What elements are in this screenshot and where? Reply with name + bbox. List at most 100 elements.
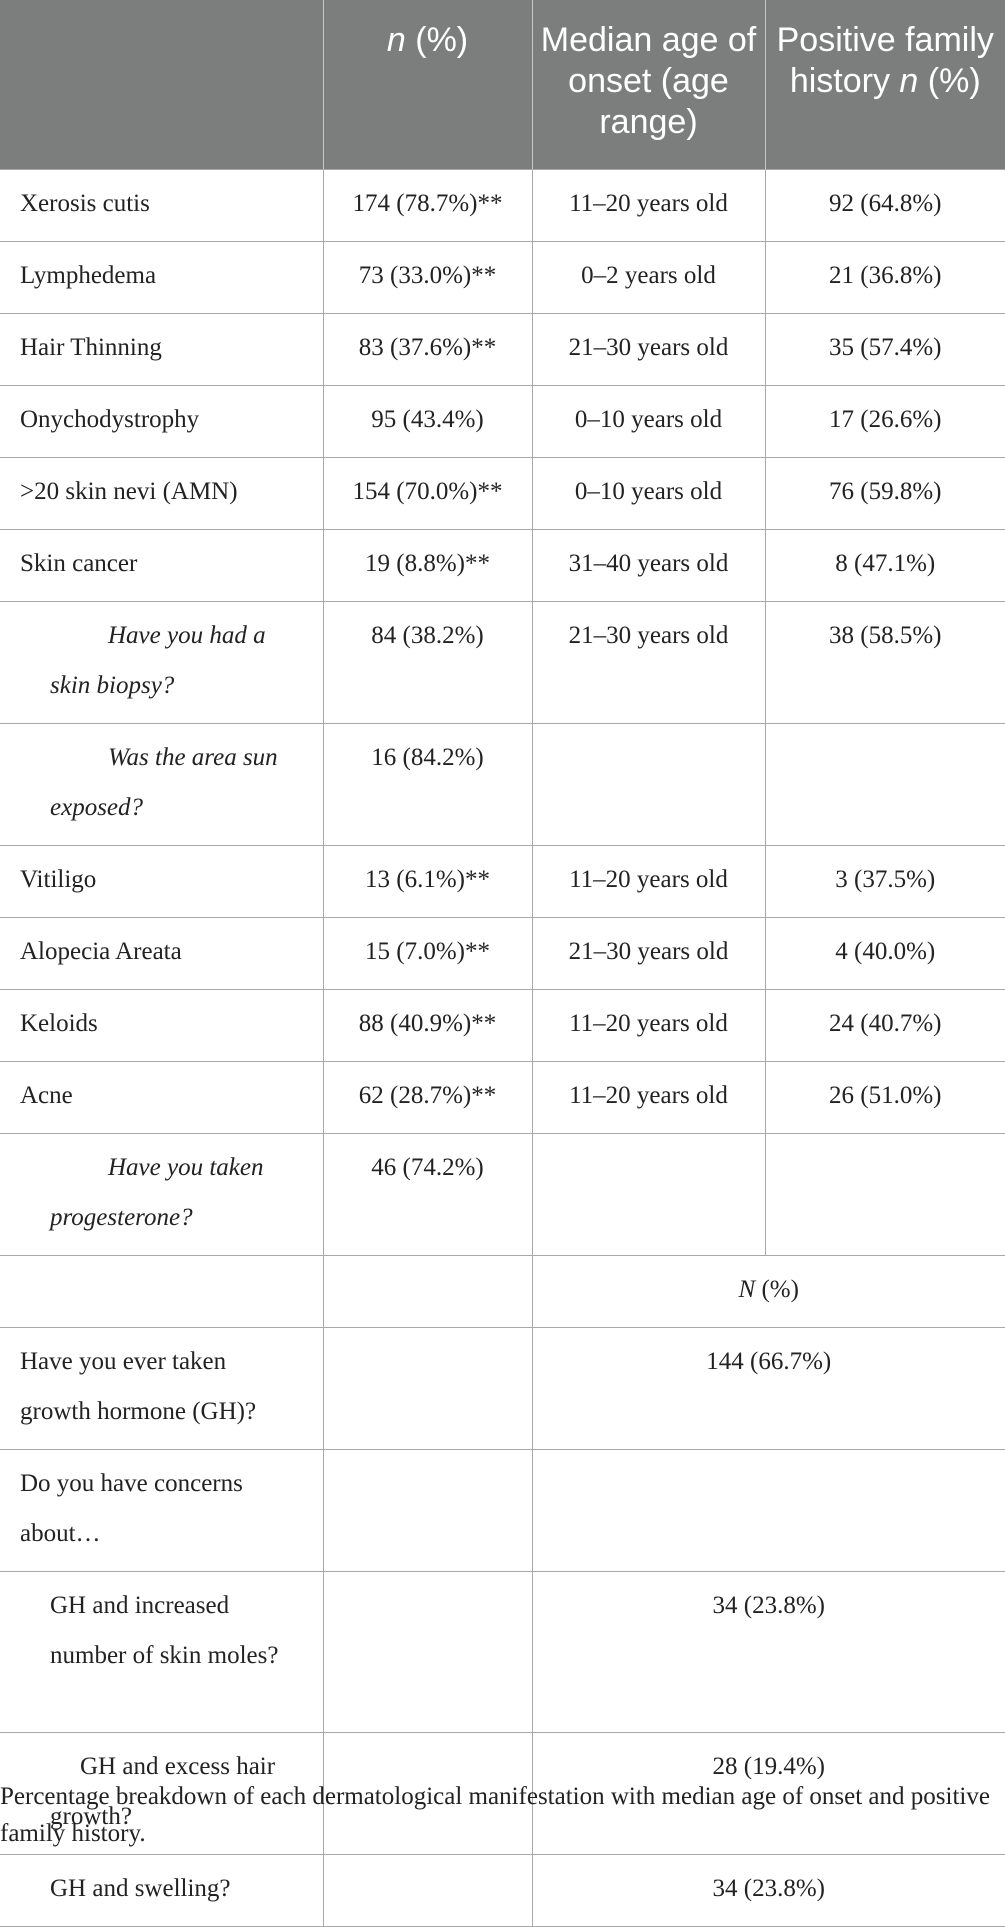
gh-row-label: Have you ever taken growth hormone (GH)?	[0, 1326, 324, 1450]
gh-row: Have you ever taken growth hormone (GH)?…	[0, 1326, 1005, 1450]
row-onset: 31–40 years old	[531, 528, 766, 602]
row-family: 24 (40.7%)	[764, 988, 1005, 1062]
row-family: 35 (57.4%)	[764, 312, 1005, 386]
gh-row: GH and excess hair growth? 28 (19.4%)	[0, 1731, 1005, 1855]
row-n-pct: 95 (43.4%)	[322, 384, 533, 458]
header-row: n (%) Median age of onset (age range) Po…	[0, 0, 1005, 169]
gh-row-blank	[322, 1570, 533, 1733]
row-family: 92 (64.8%)	[764, 168, 1005, 242]
row-onset: 21–30 years old	[531, 916, 766, 990]
table-row: Lymphedema 73 (33.0%)** 0–2 years old 21…	[0, 240, 1005, 314]
subheader-blank-2	[322, 1254, 533, 1328]
row-n-pct: 88 (40.9%)**	[322, 988, 533, 1062]
gh-row-label: Do you have concerns about…	[0, 1448, 324, 1572]
row-label-question: Was the area sun exposed?	[0, 722, 324, 846]
gh-row-label: GH and swelling?	[0, 1853, 324, 1927]
row-onset	[531, 722, 766, 846]
row-family: 17 (26.6%)	[764, 384, 1005, 458]
table-row: Xerosis cutis 174 (78.7%)** 11–20 years …	[0, 168, 1005, 242]
row-onset: 11–20 years old	[531, 844, 766, 918]
gh-row: Do you have concerns about…	[0, 1448, 1005, 1572]
row-label: Acne	[0, 1060, 324, 1134]
gh-row-value	[531, 1448, 1005, 1572]
row-n-pct: 62 (28.7%)**	[322, 1060, 533, 1134]
row-onset: 21–30 years old	[531, 600, 766, 724]
row-onset: 11–20 years old	[531, 988, 766, 1062]
row-label: Skin cancer	[0, 528, 324, 602]
row-n-pct: 19 (8.8%)**	[322, 528, 533, 602]
header-blank	[0, 0, 323, 169]
row-onset: 0–10 years old	[531, 456, 766, 530]
row-label-question: Have you had a skin biopsy?	[0, 600, 324, 724]
gh-row: GH and swelling? 34 (23.8%)	[0, 1853, 1005, 1927]
table-row: Alopecia Areata 15 (7.0%)** 21–30 years …	[0, 916, 1005, 990]
table-row: Vitiligo 13 (6.1%)** 11–20 years old 3 (…	[0, 844, 1005, 918]
gh-row-value: 34 (23.8%)	[531, 1853, 1005, 1927]
row-family	[764, 1132, 1005, 1256]
row-family: 21 (36.8%)	[764, 240, 1005, 314]
row-family: 3 (37.5%)	[764, 844, 1005, 918]
subheader-n-suffix: (%)	[755, 1275, 799, 1303]
gh-row-value: 28 (19.4%)	[531, 1731, 1005, 1855]
header-family-text: Positive family history	[776, 21, 994, 100]
subheader-n-pct: N (%)	[531, 1254, 1005, 1328]
header-n-pct: n (%)	[322, 0, 532, 169]
row-onset: 11–20 years old	[531, 168, 766, 242]
row-n-pct: 174 (78.7%)**	[322, 168, 533, 242]
row-n-pct: 84 (38.2%)	[322, 600, 533, 724]
row-n-pct: 15 (7.0%)**	[322, 916, 533, 990]
gh-row-value: 34 (23.8%)	[531, 1570, 1005, 1733]
table-row: Onychodystrophy 95 (43.4%) 0–10 years ol…	[0, 384, 1005, 458]
row-family: 76 (59.8%)	[764, 456, 1005, 530]
header-family-suffix: (%)	[918, 62, 981, 100]
row-onset: 21–30 years old	[531, 312, 766, 386]
header-family-history: Positive family history n (%)	[764, 0, 1005, 169]
table-row: Have you taken progesterone? 46 (74.2%)	[0, 1132, 1005, 1256]
row-onset: 0–2 years old	[531, 240, 766, 314]
gh-row-label: GH and excess hair growth?	[0, 1731, 324, 1855]
row-label: Onychodystrophy	[0, 384, 324, 458]
row-family: 26 (51.0%)	[764, 1060, 1005, 1134]
table-caption: Percentage breakdown of each dermatologi…	[0, 1783, 990, 1847]
subheader-row: N (%)	[0, 1254, 1005, 1328]
gh-row-label: GH and increased number of skin moles?	[0, 1570, 324, 1733]
table-row: Keloids 88 (40.9%)** 11–20 years old 24 …	[0, 988, 1005, 1062]
row-family: 38 (58.5%)	[764, 600, 1005, 724]
row-n-pct: 154 (70.0%)**	[322, 456, 533, 530]
row-n-pct: 13 (6.1%)**	[322, 844, 533, 918]
row-label: Keloids	[0, 988, 324, 1062]
row-label: >20 skin nevi (AMN)	[0, 456, 324, 530]
subheader-n-letter: N	[738, 1275, 756, 1303]
header-n-pct-suffix: (%)	[405, 21, 469, 59]
row-label: Lymphedema	[0, 240, 324, 314]
gh-row-blank	[322, 1326, 533, 1450]
row-onset	[531, 1132, 766, 1256]
header-n-letter: n	[386, 21, 406, 59]
row-onset: 0–10 years old	[531, 384, 766, 458]
row-n-pct: 73 (33.0%)**	[322, 240, 533, 314]
gh-row: GH and increased number of skin moles? 3…	[0, 1570, 1005, 1733]
row-label: Vitiligo	[0, 844, 324, 918]
table-row: Was the area sun exposed? 16 (84.2%)	[0, 722, 1005, 846]
table-row: Have you had a skin biopsy? 84 (38.2%) 2…	[0, 600, 1005, 724]
row-n-pct: 16 (84.2%)	[322, 722, 533, 846]
row-n-pct: 83 (37.6%)**	[322, 312, 533, 386]
table-row: Skin cancer 19 (8.8%)** 31–40 years old …	[0, 528, 1005, 602]
gh-row-blank	[322, 1448, 533, 1572]
row-family	[764, 722, 1005, 846]
row-label: Alopecia Areata	[0, 916, 324, 990]
row-label: Xerosis cutis	[0, 168, 324, 242]
row-label: Hair Thinning	[0, 312, 324, 386]
row-label-question: Have you taken progesterone?	[0, 1132, 324, 1256]
header-median-onset: Median age of onset (age range)	[531, 0, 765, 169]
table-row: Acne 62 (28.7%)** 11–20 years old 26 (51…	[0, 1060, 1005, 1134]
subheader-blank-1	[0, 1254, 324, 1328]
table-row: Hair Thinning 83 (37.6%)** 21–30 years o…	[0, 312, 1005, 386]
row-n-pct: 46 (74.2%)	[322, 1132, 533, 1256]
table-row: >20 skin nevi (AMN) 154 (70.0%)** 0–10 y…	[0, 456, 1005, 530]
row-family: 4 (40.0%)	[764, 916, 1005, 990]
gh-row-value: 144 (66.7%)	[531, 1326, 1005, 1450]
gh-row-blank	[322, 1853, 533, 1927]
